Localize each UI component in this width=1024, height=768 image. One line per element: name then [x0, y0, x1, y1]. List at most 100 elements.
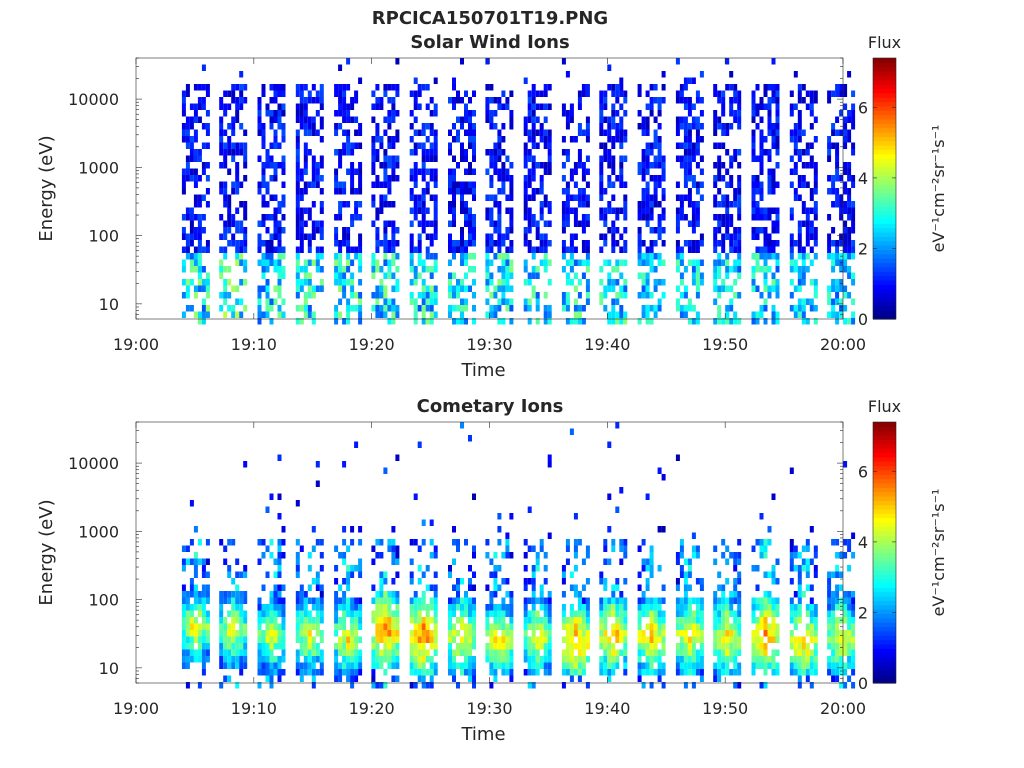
- spectrogram-cell: [619, 558, 624, 565]
- spectrogram-cell: [205, 643, 210, 650]
- spectrogram-cell: [497, 636, 502, 643]
- spectrogram-cell: [607, 272, 612, 279]
- spectrogram-cell: [547, 259, 552, 266]
- spectrogram-cell: [687, 103, 692, 110]
- spectrogram-cell: [307, 552, 312, 559]
- spectrogram-cell: [809, 669, 814, 676]
- spectrogram-cell: [767, 168, 772, 175]
- spectrogram-cell: [751, 155, 756, 162]
- spectrogram-cell: [299, 214, 304, 221]
- spectrogram-cell: [527, 623, 532, 630]
- spectrogram-cell: [235, 253, 240, 260]
- spectrogram-cell: [679, 604, 684, 611]
- spectrogram-cell: [607, 84, 612, 91]
- spectrogram-cell: [227, 227, 232, 234]
- spectrogram-cell: [577, 636, 582, 643]
- spectrogram-cell: [733, 565, 738, 572]
- spectrogram-cell: [472, 188, 476, 195]
- spectrogram-cell: [493, 669, 498, 676]
- spectrogram-cell: [607, 493, 612, 500]
- spectrogram-cell: [695, 136, 700, 143]
- spectrogram-cell: [793, 662, 798, 669]
- spectrogram-cell: [637, 292, 642, 299]
- spectrogram-cell: [733, 292, 738, 299]
- spectrogram-cell: [315, 90, 320, 97]
- spectrogram-cell: [485, 610, 490, 617]
- spectrogram-cell: [425, 623, 430, 630]
- spectrogram-cell: [273, 604, 278, 611]
- spectrogram-cell: [527, 220, 532, 227]
- spectrogram-cell: [797, 181, 802, 188]
- spectrogram-cell: [683, 175, 688, 182]
- spectrogram-cell: [243, 571, 248, 578]
- spectrogram-cell: [657, 149, 662, 156]
- spectrogram-cell: [843, 259, 848, 266]
- spectrogram-cell: [417, 630, 422, 637]
- spectrogram-cell: [509, 643, 514, 650]
- spectrogram-cell: [281, 636, 286, 643]
- spectrogram-cell: [421, 675, 426, 682]
- spectrogram-cell: [585, 253, 590, 260]
- spectrogram-cell: [649, 142, 654, 149]
- spectrogram-cell: [721, 552, 726, 559]
- spectrogram-cell: [303, 649, 308, 656]
- spectrogram-cell: [835, 253, 840, 260]
- spectrogram-cell: [433, 149, 438, 156]
- spectrogram-cell: [851, 220, 856, 227]
- spectrogram-cell: [649, 617, 654, 624]
- spectrogram-cell: [452, 610, 456, 617]
- spectrogram-cell: [851, 279, 856, 286]
- spectrogram-cell: [573, 285, 578, 292]
- spectrogram-cell: [813, 97, 818, 104]
- spectrogram-cell: [277, 610, 282, 617]
- spectrogram-cell: [695, 636, 700, 643]
- spectrogram-cell: [603, 656, 608, 663]
- spectrogram-cell: [303, 669, 308, 676]
- spectrogram-cell: [189, 227, 194, 234]
- spectrogram-cell: [387, 246, 392, 253]
- spectrogram-cell: [295, 129, 300, 136]
- spectrogram-cell: [657, 142, 662, 149]
- spectrogram-cell: [261, 181, 266, 188]
- spectrogram-cell: [193, 201, 198, 208]
- spectrogram-cell: [577, 292, 582, 299]
- spectrogram-cell: [809, 649, 814, 656]
- spectrogram-cell: [468, 136, 472, 143]
- spectrogram-cell: [497, 513, 502, 520]
- spectrogram-cell: [197, 630, 202, 637]
- spectrogram-cell: [235, 604, 240, 611]
- spectrogram-cell: [561, 617, 566, 624]
- spectrogram-cell: [371, 103, 376, 110]
- spectrogram-cell: [193, 584, 198, 591]
- spectrogram-cell: [395, 591, 400, 598]
- spectrogram-cell: [452, 292, 456, 299]
- spectrogram-cell: [775, 136, 780, 143]
- spectrogram-cell: [417, 545, 422, 552]
- spectrogram-cell: [801, 220, 806, 227]
- spectrogram-cell: [387, 97, 392, 104]
- spectrogram-cell: [623, 311, 628, 318]
- spectrogram-cell: [277, 311, 282, 318]
- spectrogram-cell: [379, 539, 384, 546]
- spectrogram-cell: [189, 636, 194, 643]
- spectrogram-cell: [509, 513, 514, 520]
- spectrogram-cell: [839, 285, 844, 292]
- spectrogram-cell: [771, 656, 776, 663]
- spectrogram-cell: [358, 539, 363, 546]
- spectrogram-cell: [185, 617, 190, 624]
- spectrogram-cell: [409, 630, 414, 637]
- spectrogram-cell: [713, 643, 718, 650]
- spectrogram-cell: [691, 155, 696, 162]
- spectrogram-cell: [429, 552, 434, 559]
- colorbar-segment: [873, 635, 896, 641]
- colorbar-segment: [873, 127, 896, 133]
- spectrogram-cell: [763, 214, 768, 221]
- spectrogram-cell: [197, 272, 202, 279]
- spectrogram-cell: [843, 253, 848, 260]
- spectrogram-cell: [227, 571, 232, 578]
- spectrogram-cell: [319, 617, 324, 624]
- spectrogram-cell: [713, 662, 718, 669]
- spectrogram-cell: [531, 136, 536, 143]
- spectrogram-cell: [813, 227, 818, 234]
- spectrogram-cell: [489, 604, 494, 611]
